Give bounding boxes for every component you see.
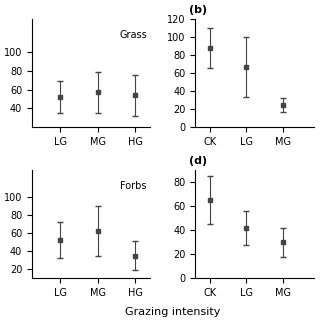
Text: Grass: Grass — [119, 30, 147, 40]
Text: Grazing intensity: Grazing intensity — [125, 307, 220, 317]
Text: Forbs: Forbs — [120, 181, 147, 191]
Text: (b): (b) — [189, 5, 207, 15]
Text: (d): (d) — [189, 156, 207, 166]
